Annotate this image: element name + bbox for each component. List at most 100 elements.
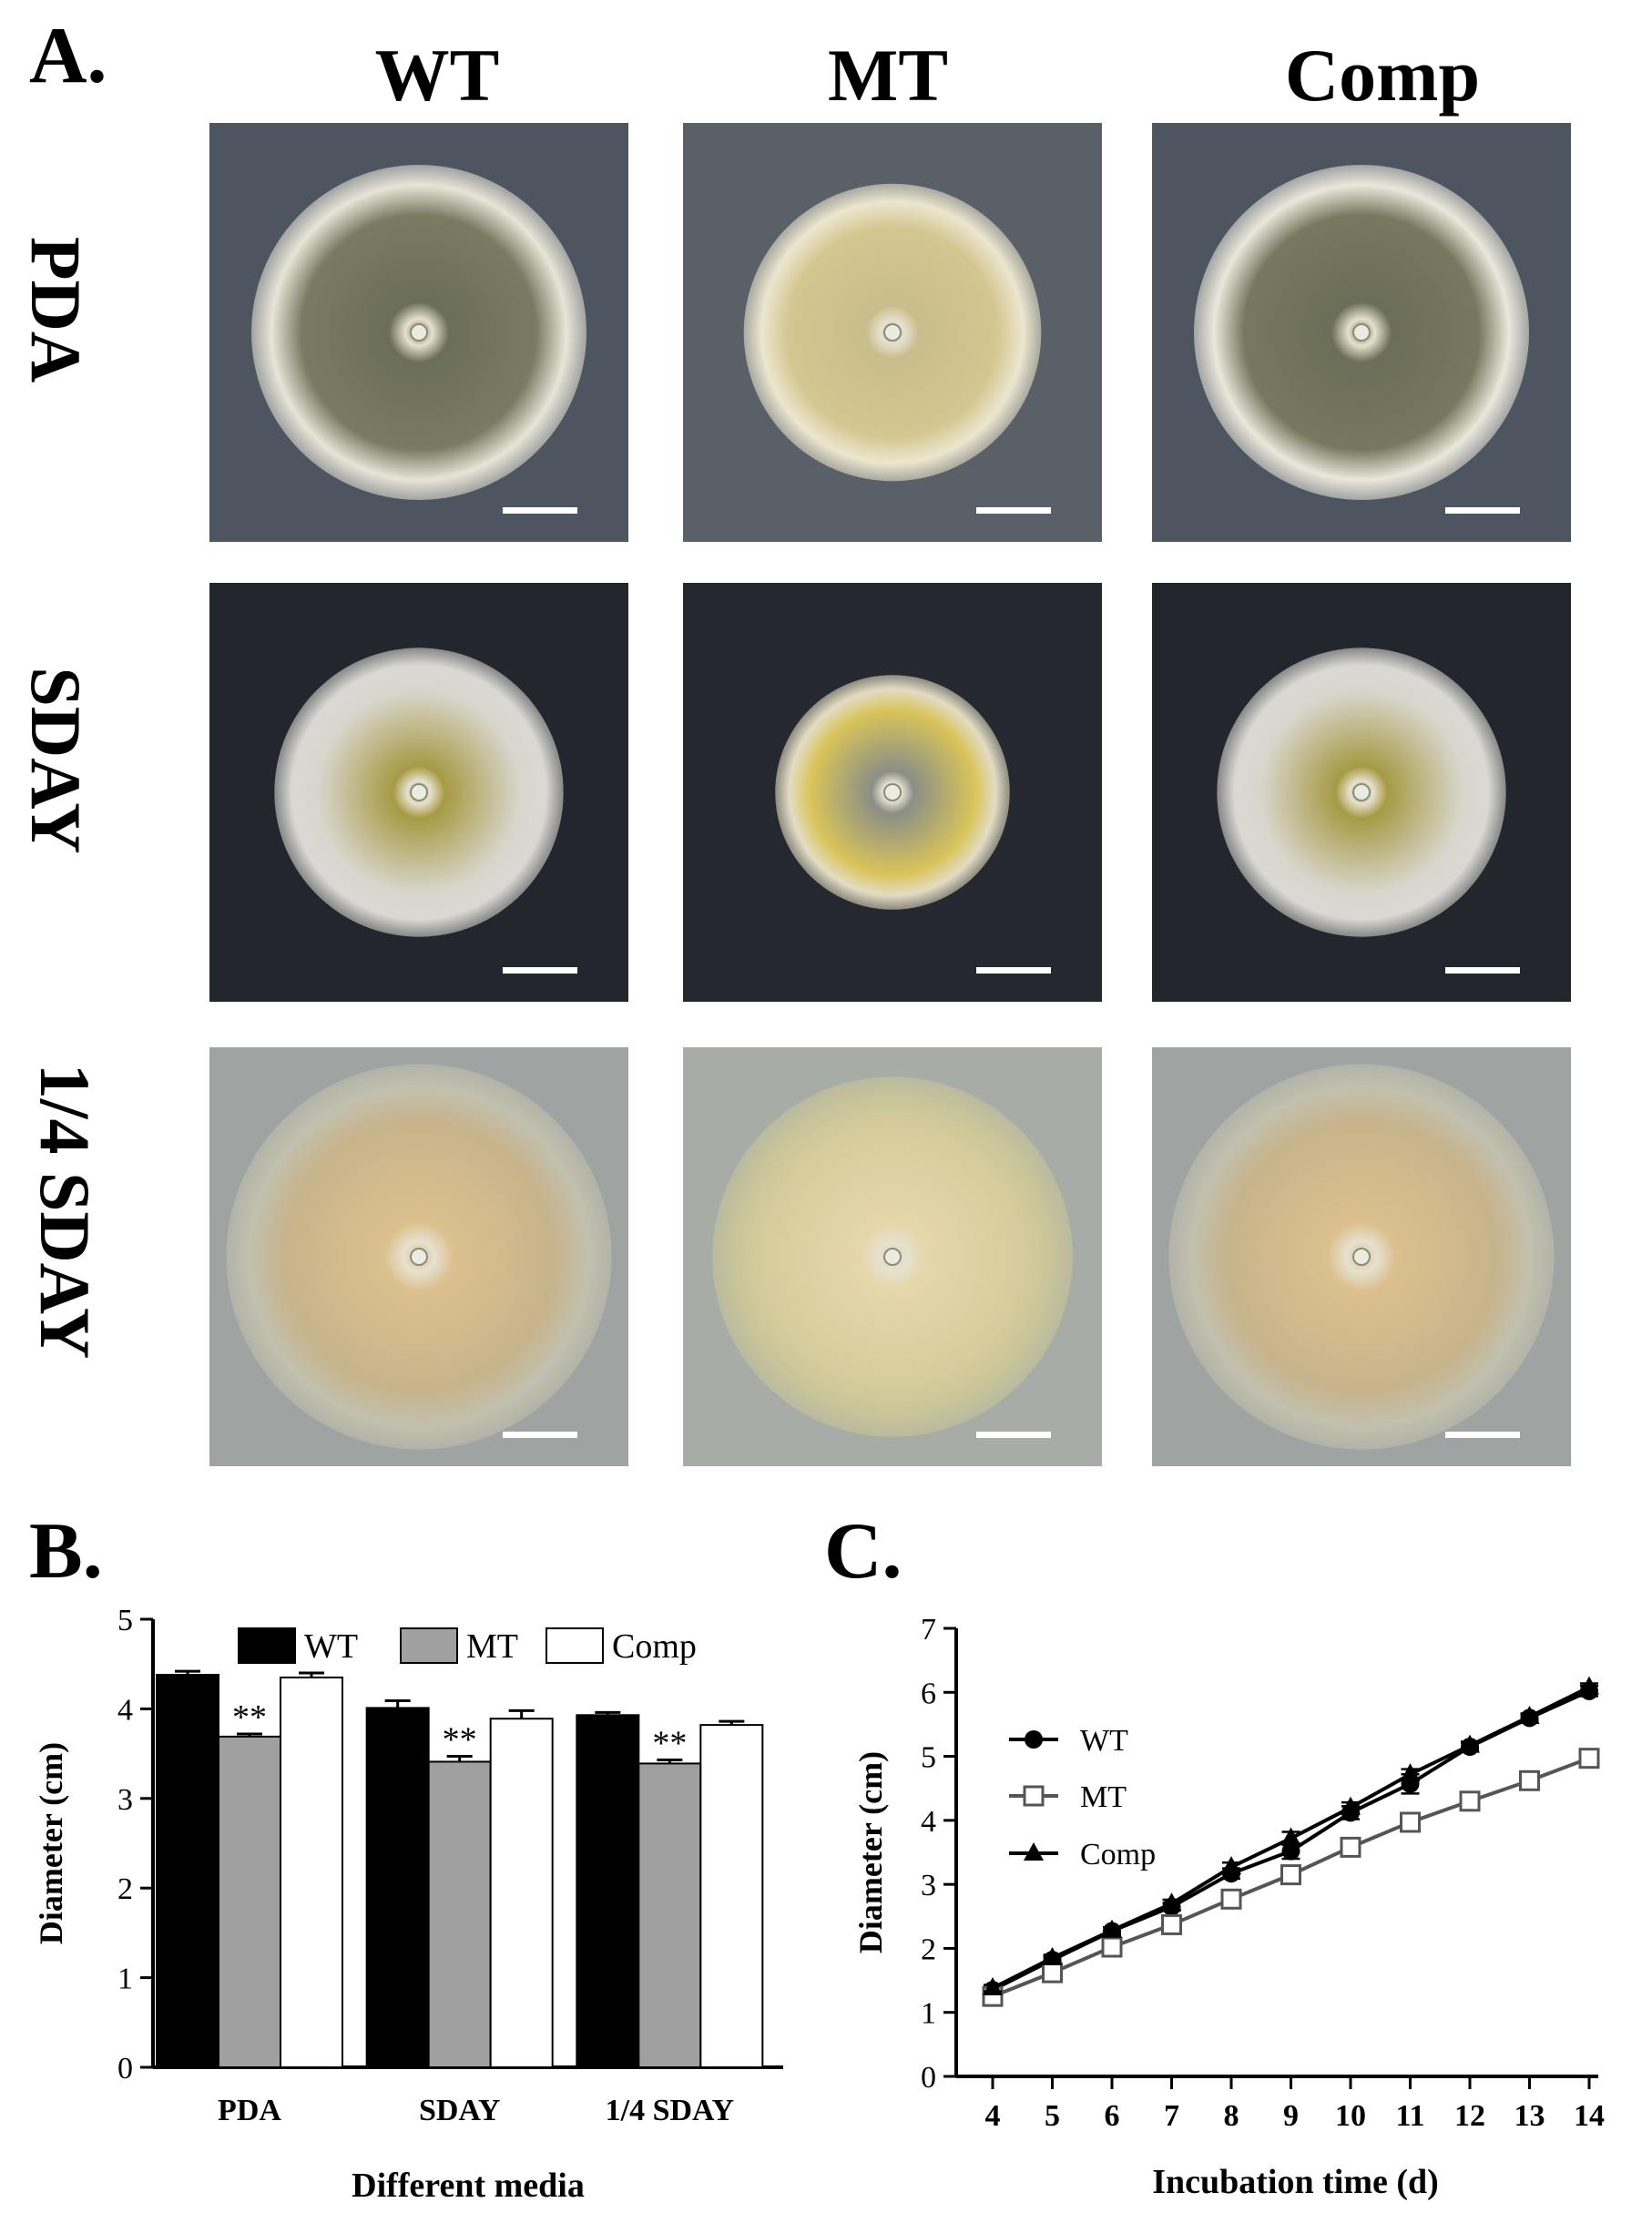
point-wt-9: [1281, 1841, 1300, 1861]
legend-label-comp: Comp: [1080, 1838, 1156, 1871]
colony-center: [883, 783, 902, 801]
point-mt-8: [1220, 1888, 1242, 1910]
point-mt-12: [1459, 1790, 1481, 1812]
y-tick-label: 3: [921, 1869, 936, 1902]
x-tick-label: 11: [1395, 2099, 1424, 2133]
point-mt-13: [1519, 1769, 1540, 1791]
point-mt-11: [1400, 1811, 1421, 1833]
point-comp-7: [1161, 1892, 1182, 1912]
scale-bar: [503, 507, 577, 514]
bar-wt-1: [365, 1707, 430, 2069]
point-comp-6: [1102, 1919, 1122, 1938]
colony-photo-pda-wt: [209, 123, 628, 542]
bar-mt-2: [637, 1762, 702, 2068]
x-tick-label: 5: [1045, 2099, 1060, 2133]
x-tick-label: 14: [1574, 2099, 1605, 2133]
column-label-wt: WT: [374, 34, 500, 117]
significance-marker: **: [652, 1724, 687, 1762]
y-tick-label: 5: [921, 1741, 936, 1775]
x-tick-label: 8: [1224, 2099, 1239, 2133]
point-comp-4: [983, 1977, 1003, 1996]
point-mt-5: [1042, 1962, 1063, 1984]
panel-label-a: A.: [29, 12, 107, 100]
y-tick-label: 0: [117, 2052, 133, 2086]
colony-photo-pda-mt: [683, 123, 1102, 542]
y-tick-label: 2: [117, 1872, 133, 1906]
legend-marker-mt: [1023, 1785, 1045, 1807]
column-label-comp: Comp: [1284, 34, 1481, 117]
legend-swatch-wt: [238, 1627, 296, 1664]
legend-label-mt: MT: [466, 1627, 518, 1666]
legend-label-mt: MT: [1080, 1780, 1127, 1814]
x-tick-label: 9: [1283, 2099, 1299, 2133]
colony-center: [410, 323, 428, 342]
y-tick-label: 0: [921, 2061, 936, 2095]
x-tick-label: 4: [985, 2099, 1001, 2133]
x-tick-label: 10: [1335, 2099, 1366, 2133]
y-tick-label: 4: [117, 1693, 133, 1727]
scale-bar: [1445, 967, 1520, 974]
point-comp-10: [1341, 1796, 1361, 1815]
row-label-pda: PDA: [16, 236, 96, 383]
y-tick-label: 7: [921, 1613, 936, 1647]
point-mt-9: [1280, 1864, 1301, 1886]
colony-center: [410, 783, 428, 801]
x-tick-label: 7: [1164, 2099, 1179, 2133]
x-tick-label: SDAY: [419, 2094, 500, 2127]
scale-bar: [1445, 507, 1520, 514]
x-axis-title: Different media: [352, 2167, 585, 2205]
x-axis-title: Incubation time (d): [1152, 2163, 1439, 2201]
bar-wt-0: [156, 1674, 219, 2069]
bar-chart-diameter-by-media: 0 1 2 3 4 5 Diameter (cm) PDA SDAY 1/4 SDAY ** ** **…: [33, 1604, 783, 2205]
y-axis-title: Diameter (cm): [33, 1742, 69, 1944]
legend-label-wt: WT: [304, 1627, 358, 1666]
bar-comp-0: [280, 1676, 343, 2069]
y-tick-label: 1: [921, 1997, 936, 2031]
point-mt-14: [1578, 1748, 1600, 1769]
x-tick-label: 12: [1454, 2099, 1485, 2133]
point-comp-14: [1579, 1676, 1599, 1695]
x-tick-label: 13: [1514, 2099, 1545, 2133]
point-comp-8: [1221, 1856, 1241, 1875]
x-tick-label: 6: [1105, 2099, 1120, 2133]
bar-mt-0: [218, 1735, 281, 2069]
point-mt-10: [1340, 1836, 1361, 1858]
y-tick-label: 6: [921, 1677, 936, 1710]
bar-mt-1: [427, 1760, 492, 2068]
significance-marker: **: [232, 1698, 267, 1737]
scale-bar: [976, 1432, 1051, 1438]
y-tick-label: 2: [921, 1933, 936, 1966]
y-axis-title: Diameter (cm): [852, 1751, 889, 1953]
legend-marker-wt: [1025, 1730, 1043, 1749]
colony-photo-quarter-sday-mt: [683, 1047, 1102, 1466]
scale-bar: [976, 507, 1051, 514]
bar-comp-2: [699, 1724, 764, 2068]
legend-swatch-comp: [546, 1627, 604, 1664]
bar-comp-1: [489, 1718, 554, 2068]
legend-label-wt: WT: [1080, 1724, 1128, 1758]
y-tick-label: 1: [117, 1963, 133, 1996]
colony-center: [1352, 323, 1371, 342]
bar-wt-2: [576, 1714, 640, 2068]
legend-swatch-mt: [400, 1627, 458, 1664]
colony-photo-sday-comp: [1152, 583, 1571, 1002]
colony-center: [883, 1248, 902, 1266]
y-tick-label: 4: [921, 1805, 936, 1839]
legend-marker-comp: [1024, 1842, 1044, 1861]
panel-label-b: B.: [29, 1507, 103, 1596]
significance-marker: **: [443, 1721, 477, 1759]
scale-bar: [976, 967, 1051, 974]
colony-photo-sday-mt: [683, 583, 1102, 1002]
row-label-sday: SDAY: [16, 667, 96, 854]
point-comp-11: [1400, 1763, 1421, 1782]
y-tick-label: 3: [117, 1783, 133, 1817]
point-comp-5: [1042, 1946, 1063, 1965]
point-comp-9: [1280, 1827, 1301, 1846]
colony-photo-quarter-sday-wt: [209, 1047, 628, 1466]
scale-bar: [503, 967, 577, 974]
colony-photo-quarter-sday-comp: [1152, 1047, 1571, 1466]
scale-bar: [503, 1432, 577, 1438]
colony-photo-pda-comp: [1152, 123, 1571, 542]
x-tick-label: PDA: [218, 2094, 281, 2127]
